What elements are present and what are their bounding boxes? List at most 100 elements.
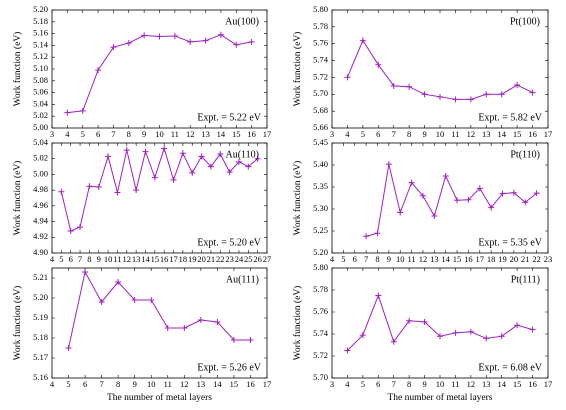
data-point — [214, 319, 221, 325]
expt-annotation: Expt. = 6.08 eV — [478, 362, 542, 373]
x-tick-label: 11 — [164, 379, 172, 389]
data-point — [114, 189, 121, 196]
data-point — [385, 161, 392, 168]
x-tick-label: 12 — [123, 254, 132, 264]
x-tick-label: 10 — [396, 254, 405, 264]
data-point — [437, 333, 443, 340]
expt-annotation: Expt. = 5.35 eV — [478, 237, 542, 248]
data-point — [431, 213, 438, 220]
data-point — [233, 41, 240, 48]
x-tick-label: 9 — [387, 254, 391, 264]
x-tick-label: 7 — [392, 379, 396, 389]
x-tick-label: 6 — [376, 379, 380, 389]
data-point — [408, 179, 415, 186]
data-point — [359, 332, 366, 339]
data-point — [390, 82, 397, 89]
data-point — [476, 185, 483, 192]
x-tick-label: 17 — [263, 379, 272, 389]
x-tick-label: 19 — [188, 254, 197, 264]
data-point — [406, 83, 413, 90]
data-line — [347, 294, 533, 351]
x-tick-label: 4 — [330, 254, 335, 264]
data-line — [67, 34, 252, 114]
y-tick-label: 5.35 — [313, 181, 328, 191]
data-point — [421, 318, 428, 325]
data-point — [514, 322, 521, 329]
data-point — [187, 38, 194, 45]
x-tick-label: 8 — [375, 254, 379, 264]
x-tick-label: 15 — [230, 379, 239, 389]
x-tick-label: 10 — [147, 379, 156, 389]
data-point — [197, 317, 204, 323]
data-point — [123, 147, 130, 154]
y-axis-label: Work function (eV) — [12, 32, 23, 107]
data-line — [365, 164, 537, 237]
plot-frame — [331, 9, 549, 129]
y-tick-label: 5.78 — [313, 284, 328, 294]
x-tick-label: 22 — [216, 254, 225, 264]
x-tick-label: 12 — [180, 379, 189, 389]
y-tick-label: 5.25 — [313, 225, 328, 235]
data-point — [64, 109, 71, 116]
data-point — [406, 317, 413, 324]
y-tick-label: 5.40 — [313, 159, 328, 169]
data-point — [498, 333, 505, 340]
y-tick-label: 5.14 — [33, 39, 49, 49]
x-tick-label: 15 — [453, 254, 462, 264]
x-tick-label: 3 — [330, 379, 334, 389]
data-point — [344, 347, 351, 354]
y-tick-label: 5.80 — [313, 4, 328, 14]
x-tick-label: 10 — [436, 129, 445, 139]
data-point — [437, 93, 443, 100]
data-point — [156, 33, 163, 40]
data-point — [529, 89, 536, 96]
data-point — [483, 91, 490, 98]
x-tick-label: 9 — [97, 254, 101, 264]
data-point — [363, 233, 370, 240]
plot-frame — [331, 142, 549, 254]
x-tick-label: 17 — [169, 254, 178, 264]
data-point — [110, 44, 117, 51]
data-point — [131, 297, 138, 303]
plot-frame — [51, 9, 268, 129]
x-tick-label: 11 — [171, 129, 179, 139]
panel-label: Pt(110) — [510, 149, 540, 160]
x-tick-label: 13 — [482, 129, 491, 139]
x-tick-label: 16 — [464, 254, 473, 264]
x-tick-label: 17 — [544, 129, 553, 139]
x-tick-label: 12 — [467, 379, 476, 389]
x-tick-label: 8 — [116, 379, 120, 389]
x-tick-label: 11 — [451, 129, 459, 139]
data-point — [375, 292, 382, 299]
y-tick-label: 5.08 — [33, 75, 48, 85]
x-tick-label: 6 — [353, 254, 357, 264]
x-tick-label: 7 — [111, 129, 115, 139]
x-tick-label: 7 — [364, 254, 368, 264]
x-tick-label: 14 — [141, 254, 150, 264]
plot-frame — [51, 267, 268, 379]
data-point — [467, 328, 474, 335]
data-point — [390, 338, 397, 345]
data-point — [529, 326, 536, 333]
x-tick-label: 8 — [407, 379, 411, 389]
data-line — [60, 146, 258, 232]
data-point — [181, 325, 188, 331]
data-point — [148, 297, 155, 303]
x-tick-label: 15 — [513, 129, 522, 139]
y-tick-label: 5.06 — [33, 87, 48, 97]
x-tick-label: 17 — [263, 129, 272, 139]
data-point — [141, 32, 148, 39]
x-tick-label: 16 — [246, 379, 255, 389]
data-point — [230, 337, 237, 343]
x-tick-label: 13 — [482, 379, 491, 389]
x-tick-label: 6 — [69, 254, 73, 264]
y-axis-label: Work function (eV) — [12, 161, 23, 236]
x-tick-label: 13 — [197, 379, 206, 389]
data-point — [498, 91, 505, 98]
x-tick-label: 16 — [247, 129, 256, 139]
data-point — [235, 158, 242, 165]
x-tick-label: 10 — [104, 254, 113, 264]
y-tick-label: 5.30 — [313, 203, 328, 213]
y-tick-label: 5.16 — [33, 372, 48, 382]
